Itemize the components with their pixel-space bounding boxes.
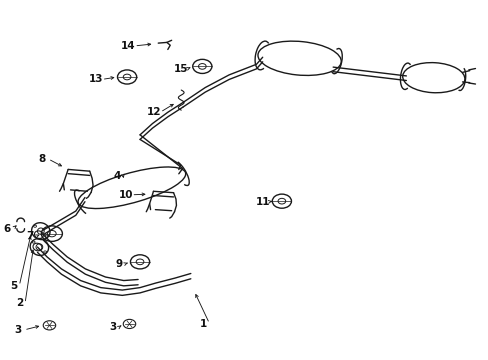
Text: 5: 5 bbox=[10, 281, 17, 291]
Text: 3: 3 bbox=[15, 325, 22, 335]
Text: 3: 3 bbox=[109, 323, 116, 333]
Text: 7: 7 bbox=[26, 231, 34, 242]
Text: 10: 10 bbox=[118, 190, 133, 200]
Text: 9: 9 bbox=[115, 259, 122, 269]
Text: 14: 14 bbox=[121, 41, 136, 51]
Text: 12: 12 bbox=[147, 107, 162, 117]
Text: 6: 6 bbox=[3, 224, 11, 234]
Text: 1: 1 bbox=[200, 319, 207, 329]
Text: 8: 8 bbox=[39, 154, 46, 164]
Text: 11: 11 bbox=[255, 197, 269, 207]
Text: 15: 15 bbox=[174, 64, 188, 74]
Text: 4: 4 bbox=[114, 171, 121, 181]
Text: 13: 13 bbox=[88, 75, 103, 85]
Text: 2: 2 bbox=[16, 298, 23, 309]
